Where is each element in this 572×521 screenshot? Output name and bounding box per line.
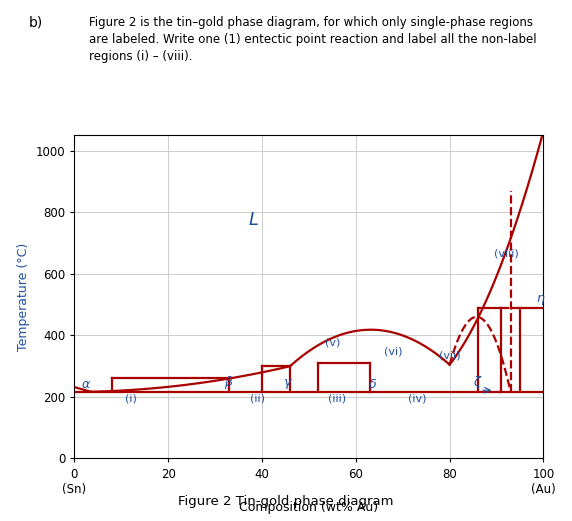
X-axis label: Composition (wt% Au): Composition (wt% Au) (239, 501, 379, 514)
Text: Figure 2 is the tin–gold phase diagram, for which only single-phase regions
are : Figure 2 is the tin–gold phase diagram, … (89, 16, 537, 63)
Text: $\alpha$: $\alpha$ (81, 378, 92, 391)
Text: $\gamma$: $\gamma$ (283, 377, 293, 391)
Text: (viii): (viii) (494, 249, 518, 258)
Text: (v): (v) (325, 338, 340, 348)
Text: (iii): (iii) (328, 393, 346, 403)
Text: b): b) (29, 16, 43, 30)
Y-axis label: Temperature (°C): Temperature (°C) (17, 243, 30, 351)
Text: (ii): (ii) (250, 393, 265, 403)
Text: $\delta$: $\delta$ (367, 378, 376, 391)
Text: $\eta$: $\eta$ (537, 293, 546, 306)
Text: Figure 2 Tin-gold phase diagram: Figure 2 Tin-gold phase diagram (178, 495, 394, 508)
Text: (i): (i) (125, 393, 137, 403)
Text: $\beta$: $\beta$ (224, 375, 234, 391)
Text: (vi): (vi) (384, 347, 403, 357)
Text: (vii): (vii) (439, 350, 460, 360)
Text: $\zeta$: $\zeta$ (473, 375, 482, 391)
Text: (iv): (iv) (407, 393, 426, 403)
Text: $L$: $L$ (248, 210, 259, 229)
